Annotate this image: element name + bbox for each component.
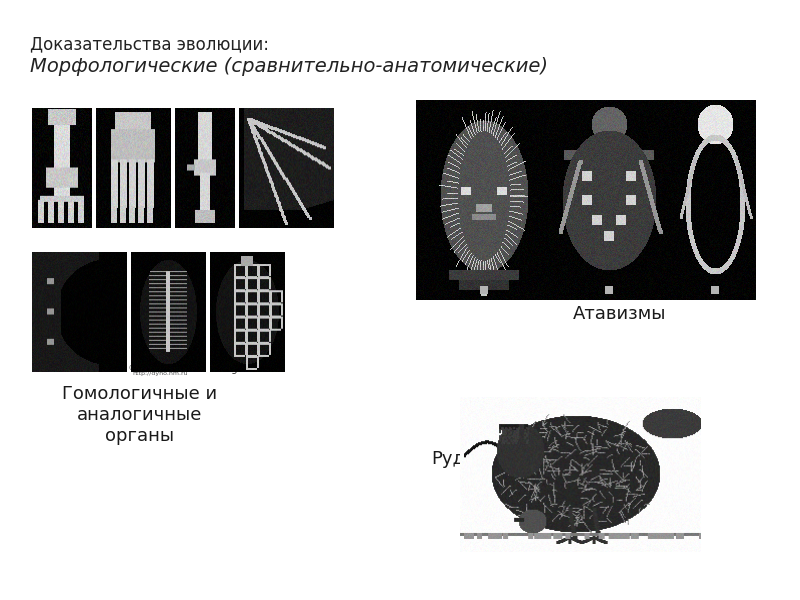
Text: c: c <box>192 220 198 230</box>
Text: g: g <box>232 364 238 374</box>
Text: Морфологические (сравнительно-анатомические): Морфологические (сравнительно-анатомичес… <box>30 57 548 76</box>
Text: b: b <box>122 220 128 230</box>
Text: e: e <box>60 364 66 374</box>
Text: f: f <box>154 364 157 374</box>
Text: (C) Пасечник, 2003
http://dyno.nm.ru: (C) Пасечник, 2003 http://dyno.nm.ru <box>129 365 191 376</box>
Text: Доказательства эволюции:: Доказательства эволюции: <box>30 35 269 53</box>
Text: a: a <box>52 220 58 230</box>
Text: Гомологичные и
аналогичные
органы: Гомологичные и аналогичные органы <box>62 385 218 445</box>
Text: d: d <box>267 220 273 230</box>
Text: (C) FEA & Sable 2003
http://dyno.nm.ru: (C) FEA & Sable 2003 http://dyno.nm.ru <box>626 532 694 543</box>
Text: Рудименты: Рудименты <box>432 450 538 468</box>
Text: Атавизмы: Атавизмы <box>574 305 666 323</box>
